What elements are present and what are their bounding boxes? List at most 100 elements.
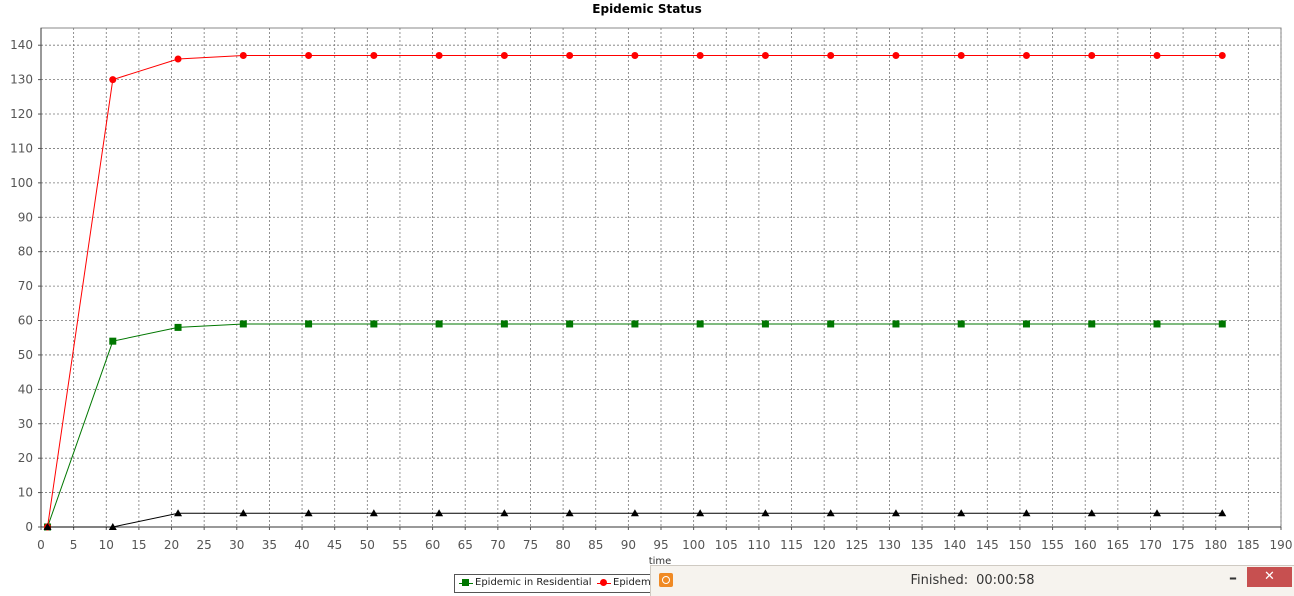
data-point-circle <box>696 52 704 60</box>
legend: Epidemic in Residential Epidem <box>454 574 704 593</box>
data-point-square <box>305 320 313 328</box>
data-point-triangle <box>891 509 900 517</box>
y-tick-label: 30 <box>18 417 33 431</box>
data-point-square <box>174 323 182 331</box>
data-point-square <box>696 320 704 328</box>
data-point-triangle <box>1087 509 1096 517</box>
data-point-triangle <box>304 509 313 517</box>
data-point-circle <box>1153 52 1161 60</box>
chart-title: Epidemic Status <box>592 2 701 16</box>
data-point-triangle <box>957 509 966 517</box>
data-point-circle <box>631 52 639 60</box>
data-point-triangle <box>174 509 183 517</box>
data-point-triangle <box>108 523 117 530</box>
x-tick-label: 130 <box>878 538 901 552</box>
data-point-triangle <box>1022 509 1031 517</box>
data-point-square <box>1088 320 1096 328</box>
data-point-triangle <box>826 509 835 517</box>
data-point-triangle <box>43 523 52 530</box>
x-tick-label: 110 <box>747 538 770 552</box>
x-tick-label: 185 <box>1237 538 1260 552</box>
x-tick-label: 105 <box>715 538 738 552</box>
data-point-circle <box>174 55 182 63</box>
y-tick-label: 60 <box>18 314 33 328</box>
data-point-triangle <box>369 509 378 517</box>
axes: 0 5 10 15 20 25 30 35 40 45 50 55 60 65 70 75 80 85 90 95 10… <box>10 28 1292 552</box>
data-point-triangle <box>500 509 509 517</box>
data-point-circle <box>305 52 313 60</box>
data-point-square <box>500 320 508 328</box>
y-tick-label: 120 <box>10 107 33 121</box>
legend-swatch-circle <box>597 578 611 588</box>
x-tick-label: 55 <box>392 538 407 552</box>
data-point-triangle <box>565 509 574 517</box>
status-label: Finished: <box>910 573 969 588</box>
y-tick-label: 90 <box>18 210 33 224</box>
x-tick-label: 125 <box>845 538 868 552</box>
x-tick-label: 35 <box>262 538 277 552</box>
data-point-circle <box>761 52 769 60</box>
data-point-circle <box>109 76 117 84</box>
x-tick-label: 165 <box>1106 538 1129 552</box>
x-tick-label: 140 <box>943 538 966 552</box>
data-point-square <box>957 320 965 328</box>
x-tick-label: 100 <box>682 538 705 552</box>
x-tick-label: 15 <box>131 538 146 552</box>
x-tick-label: 5 <box>70 538 78 552</box>
x-axis-label: time <box>649 556 672 567</box>
data-point-circle <box>500 52 508 60</box>
series-layer <box>43 52 1227 531</box>
data-point-square <box>761 320 769 328</box>
x-tick-label: 0 <box>37 538 45 552</box>
data-point-circle <box>1218 52 1226 60</box>
data-point-circle <box>827 52 835 60</box>
data-point-triangle <box>761 509 770 517</box>
data-point-square <box>892 320 900 328</box>
x-tick-label: 30 <box>229 538 244 552</box>
data-point-circle <box>1022 52 1030 60</box>
data-point-circle <box>239 52 247 60</box>
x-tick-label: 115 <box>780 538 803 552</box>
data-point-triangle <box>239 509 248 517</box>
x-tick-label: 90 <box>621 538 636 552</box>
x-tick-label: 40 <box>294 538 309 552</box>
y-tick-label: 50 <box>18 348 33 362</box>
x-tick-label: 145 <box>976 538 999 552</box>
legend-label: Epidem <box>613 577 651 588</box>
status-text: Finished: 00:00:58 <box>651 573 1294 588</box>
y-tick-label: 0 <box>25 520 33 534</box>
data-point-circle <box>1088 52 1096 60</box>
data-point-triangle <box>696 509 705 517</box>
legend-swatch-square <box>459 578 473 588</box>
x-tick-label: 150 <box>1008 538 1031 552</box>
grid <box>40 27 1282 528</box>
data-point-square <box>631 320 639 328</box>
x-tick-label: 50 <box>360 538 375 552</box>
close-button[interactable]: ✕ <box>1247 567 1292 587</box>
legend-item-residential: Epidemic in Residential <box>459 577 592 589</box>
data-point-square <box>239 320 247 328</box>
data-point-circle <box>892 52 900 60</box>
data-point-circle <box>370 52 378 60</box>
y-tick-label: 110 <box>10 141 33 155</box>
data-point-circle <box>957 52 965 60</box>
x-tick-label: 160 <box>1074 538 1097 552</box>
y-tick-label: 40 <box>18 382 33 396</box>
data-point-square <box>370 320 378 328</box>
y-tick-label: 140 <box>10 38 33 52</box>
x-tick-label: 10 <box>99 538 114 552</box>
data-point-triangle <box>630 509 639 517</box>
data-point-triangle <box>1218 509 1227 517</box>
x-tick-label: 20 <box>164 538 179 552</box>
x-tick-label: 155 <box>1041 538 1064 552</box>
x-tick-label: 65 <box>458 538 473 552</box>
data-point-square <box>1153 320 1161 328</box>
x-tick-label: 95 <box>653 538 668 552</box>
status-toast: Finished: 00:00:58 – ✕ <box>650 565 1294 596</box>
minimize-button[interactable]: – <box>1229 568 1237 587</box>
y-tick-label: 100 <box>10 176 33 190</box>
data-point-square <box>827 320 835 328</box>
x-tick-label: 170 <box>1139 538 1162 552</box>
app-icon <box>659 573 673 587</box>
